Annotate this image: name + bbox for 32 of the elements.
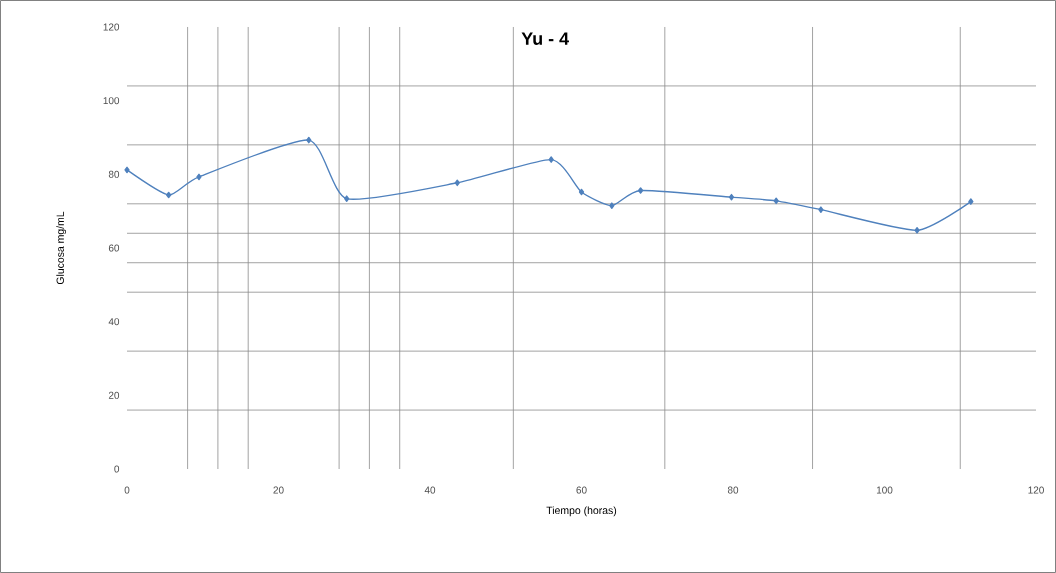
x-tick-label: 40: [424, 486, 436, 494]
point: [968, 198, 974, 205]
point: [166, 191, 172, 199]
point: [609, 202, 615, 209]
y-tick-label: 40: [108, 318, 120, 326]
x-tick-label: 60: [576, 486, 587, 494]
y-axis-title: Glucosa mg/mL: [56, 211, 67, 285]
x-tick-label: 0: [124, 486, 130, 494]
y-tick-label: 20: [108, 391, 120, 399]
point: [578, 188, 585, 196]
point: [344, 195, 350, 202]
y-tick-label: 100: [103, 97, 120, 105]
point: [914, 227, 920, 234]
y-tick-label: 120: [103, 23, 120, 31]
chart-title: Yu - 4: [521, 32, 569, 45]
x-axis-title: Tiempo (horas): [546, 506, 617, 517]
x-tick-label: 120: [1028, 486, 1044, 494]
x-tick-label: 100: [876, 486, 893, 494]
y-tick-label: 0: [114, 465, 120, 473]
point: [454, 179, 460, 187]
point: [124, 166, 130, 174]
point: [196, 173, 202, 181]
point: [637, 187, 644, 194]
point: [818, 206, 824, 213]
point: [728, 193, 735, 201]
x-tick-label: 80: [727, 486, 739, 494]
point: [548, 156, 554, 163]
point: [306, 136, 312, 144]
point: [773, 197, 779, 205]
y-tick-label: 80: [108, 170, 120, 178]
y-tick-label: 60: [108, 244, 120, 252]
x-tick-label: 20: [273, 486, 284, 494]
